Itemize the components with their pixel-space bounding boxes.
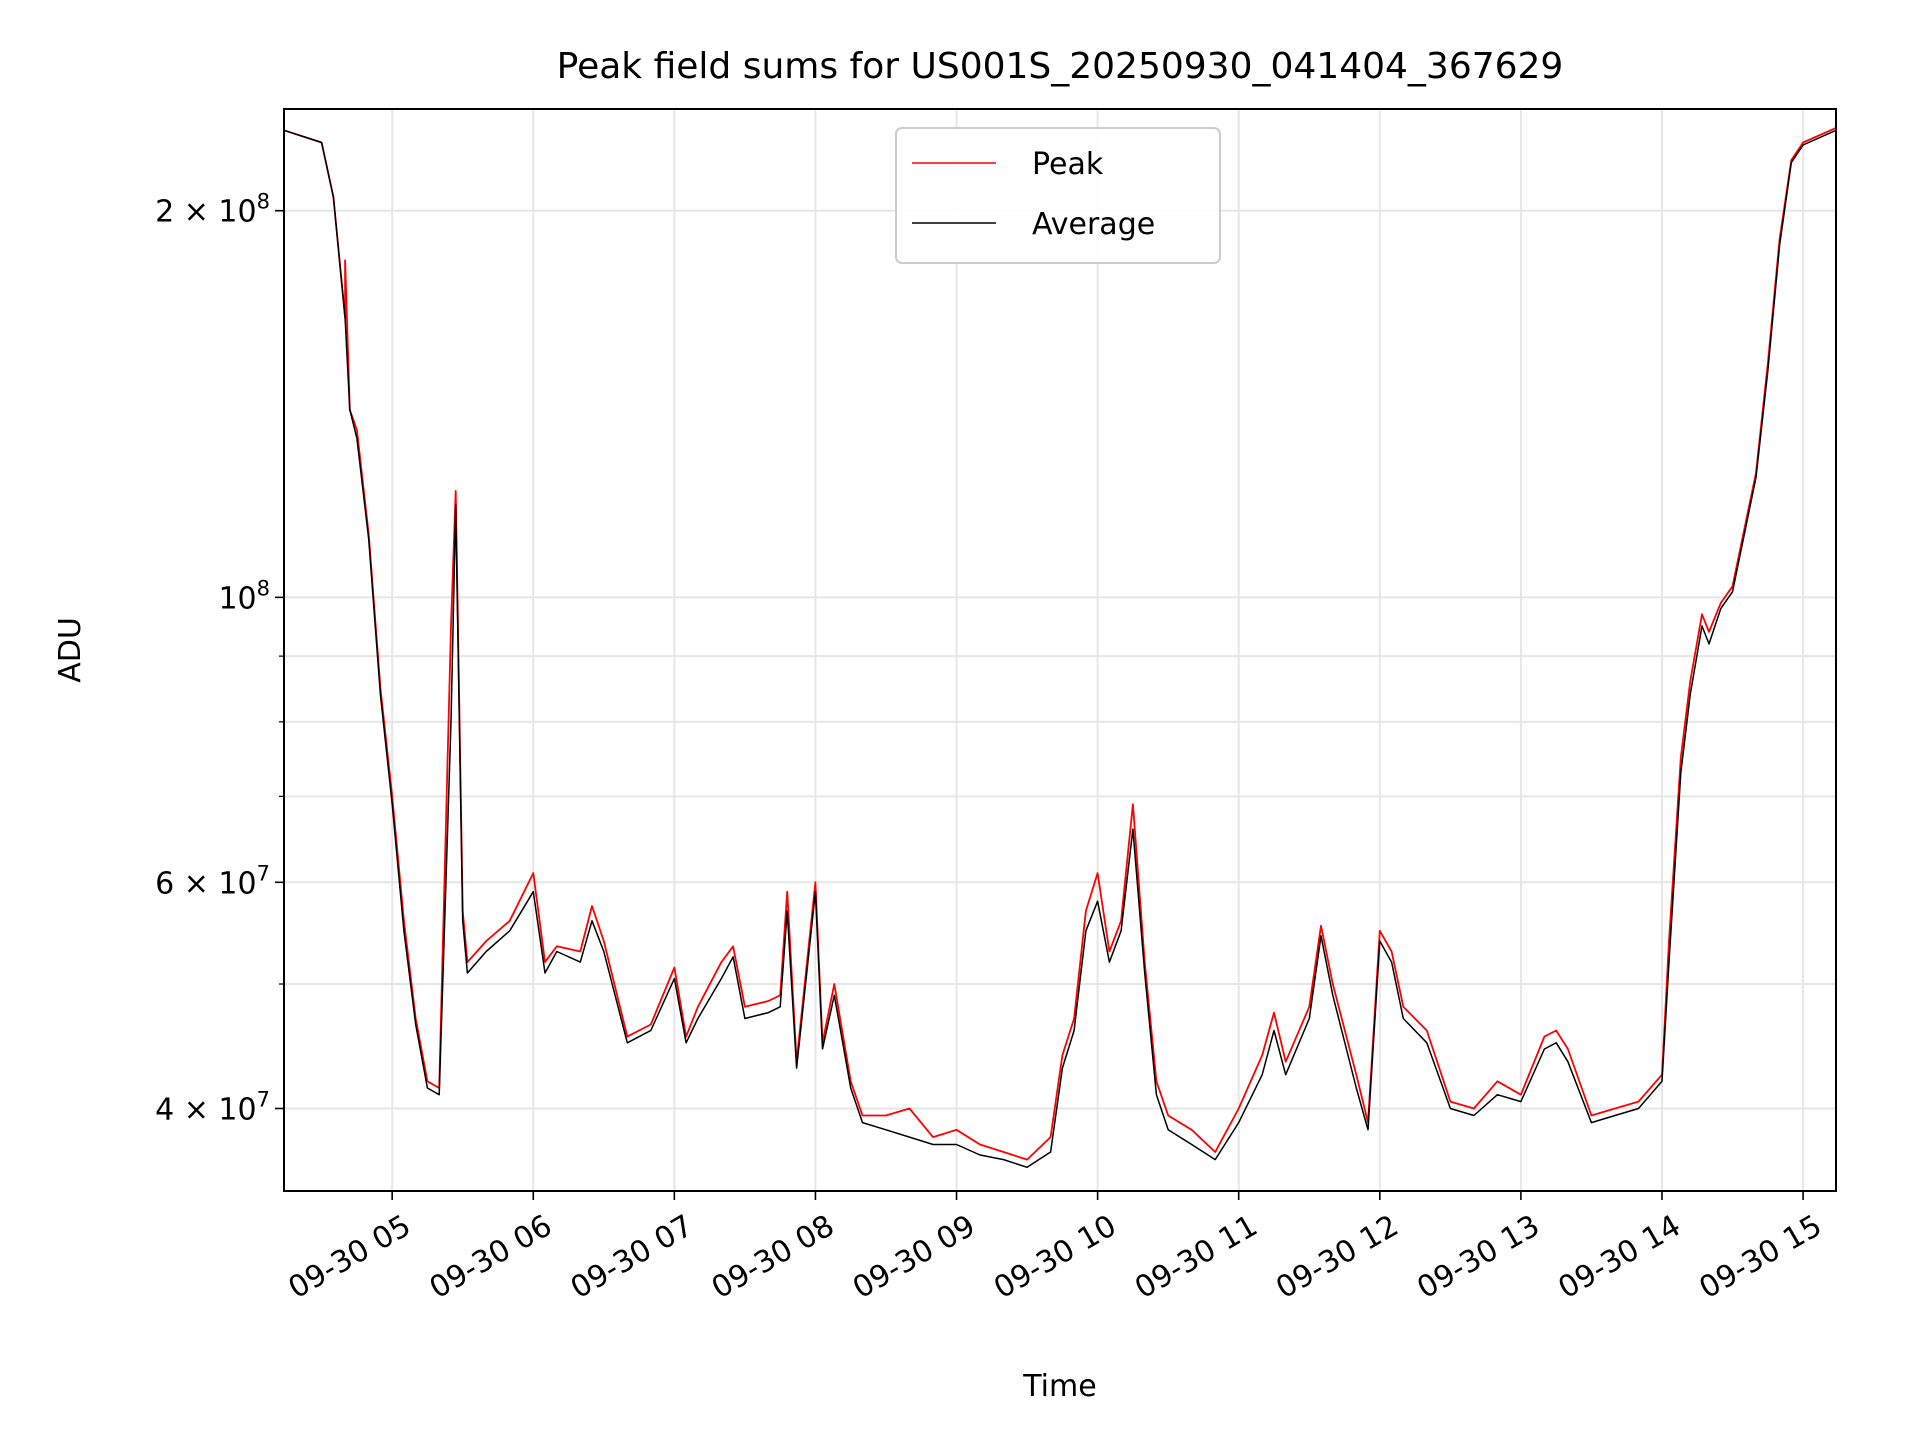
legend: Peak Average	[895, 127, 1221, 264]
y-tick-label: 4 × 107	[155, 1087, 270, 1127]
y-tick-label: 2 × 108	[155, 190, 270, 230]
legend-box	[895, 127, 1221, 264]
y-tick-label: 6 × 107	[155, 861, 270, 901]
y-axis-ticks: 4 × 107 6 × 107 108 2 × 108	[155, 190, 284, 1127]
plot-frame	[283, 108, 1837, 1192]
legend-label-average: Average	[1032, 207, 1155, 242]
series-layer	[283, 127, 1837, 1169]
series-line-average	[283, 129, 1837, 1169]
legend-label-peak: Peak	[1032, 147, 1104, 182]
series-line-peak	[283, 127, 1837, 1161]
grid-layer	[284, 109, 1836, 1191]
chart-title: Peak field sums for US001S_20250930_0414…	[557, 46, 1564, 87]
x-axis-label: Time	[1022, 1369, 1096, 1404]
y-tick-label: 108	[218, 576, 270, 616]
y-axis-label: ADU	[53, 617, 88, 683]
